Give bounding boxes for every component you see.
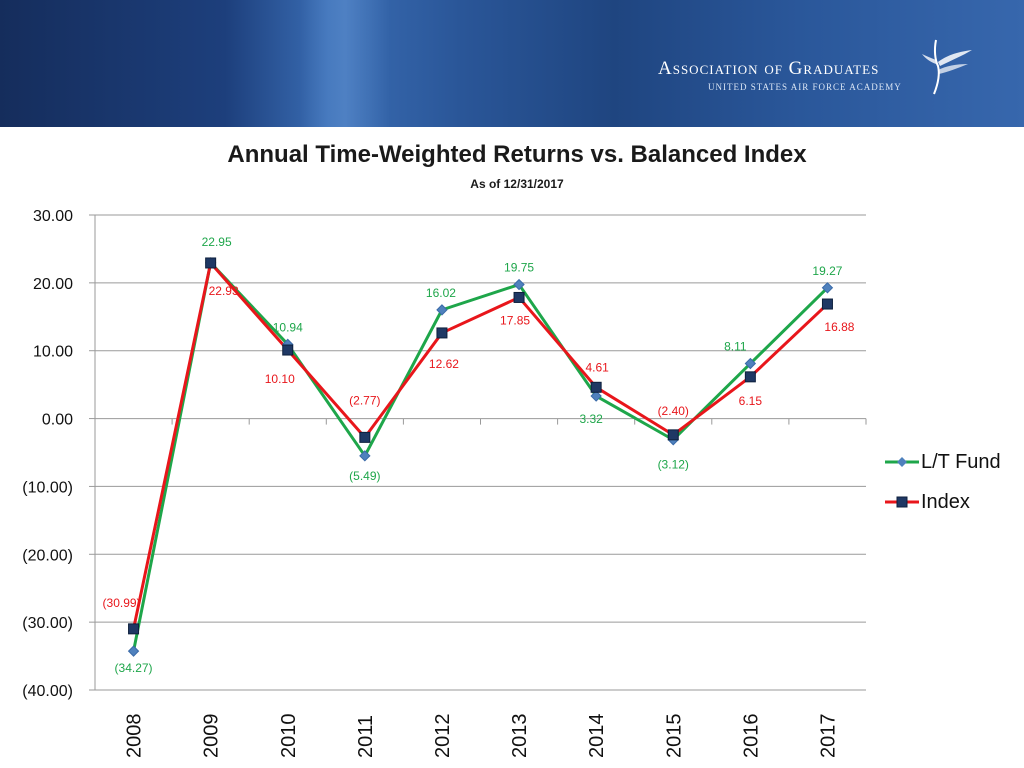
legend-label: L/T Fund — [921, 451, 1001, 473]
y-tick-label: (40.00) — [22, 683, 73, 700]
data-point-square — [590, 381, 602, 393]
legend-swatch — [885, 496, 919, 508]
data-point-diamond — [513, 278, 525, 291]
data-label: (2.77) — [349, 393, 380, 407]
data-label: 16.88 — [824, 320, 854, 334]
data-point-square — [513, 291, 525, 303]
x-tick-label: 2015 — [663, 714, 685, 759]
data-point-diamond — [744, 357, 757, 370]
chart-legend: L/T Fund Index — [885, 449, 1001, 529]
data-point-diamond — [359, 450, 371, 462]
data-label: 3.32 — [579, 412, 603, 426]
y-tick-label: 30.00 — [33, 208, 73, 225]
data-point-square — [436, 327, 448, 339]
data-point-square — [667, 429, 679, 441]
data-point-square — [359, 431, 371, 443]
data-label: 10.10 — [265, 372, 295, 386]
data-point-square — [282, 344, 294, 356]
x-tick-label: 2008 — [124, 714, 146, 759]
data-label: (2.40) — [658, 404, 689, 418]
data-point-diamond — [127, 645, 140, 657]
legend-square-marker — [896, 496, 908, 508]
data-point-diamond — [436, 304, 448, 316]
data-label: 4.61 — [585, 360, 609, 374]
falcon-logo-icon — [922, 39, 972, 95]
y-tick-label: 0.00 — [42, 412, 73, 429]
y-tick-label: (30.00) — [22, 615, 73, 632]
x-tick-label: 2013 — [509, 714, 531, 759]
data-label: (5.49) — [349, 469, 380, 483]
data-label: (3.12) — [658, 458, 689, 472]
data-label: 8.11 — [724, 340, 747, 354]
data-label: (34.27) — [115, 661, 153, 675]
chart-subtitle: As of 12/31/2017 — [470, 177, 564, 191]
y-tick-label: 10.00 — [33, 344, 73, 361]
legend-label: Index — [921, 491, 970, 513]
data-label: 10.94 — [273, 320, 303, 334]
data-label: (30.99) — [103, 596, 141, 610]
x-tick-label: 2011 — [355, 715, 377, 758]
data-point-square — [744, 371, 756, 383]
data-label: 22.95 — [202, 235, 232, 249]
chart-title: Annual Time-Weighted Returns vs. Balance… — [227, 141, 807, 168]
org-name: Association of Graduates — [658, 58, 880, 79]
legend-swatch — [885, 457, 919, 467]
data-label: 17.85 — [500, 313, 530, 327]
legend-diamond-marker — [897, 457, 907, 467]
x-tick-label: 2010 — [278, 714, 300, 759]
data-label: 19.27 — [812, 264, 842, 278]
data-label: 6.15 — [739, 394, 763, 408]
y-tick-label: 20.00 — [33, 276, 73, 293]
data-point-diamond — [590, 390, 602, 402]
x-tick-label: 2014 — [586, 714, 608, 759]
data-point-diamond — [821, 282, 834, 294]
x-tick-label: 2012 — [432, 714, 454, 759]
x-tick-label: 2017 — [817, 714, 839, 759]
header-banner: Association of Graduates UNITED STATES A… — [0, 0, 1024, 127]
data-point-square — [821, 298, 833, 310]
x-tick-label: 2009 — [201, 714, 223, 759]
series-line — [132, 261, 829, 630]
data-label: 12.62 — [429, 357, 459, 371]
data-point-square — [205, 257, 217, 269]
legend-item: Index — [885, 489, 1001, 529]
data-label: 19.75 — [504, 261, 534, 275]
banner-highlight — [300, 0, 390, 127]
org-subtitle: UNITED STATES AIR FORCE ACADEMY — [708, 82, 902, 92]
y-tick-label: (10.00) — [22, 479, 73, 496]
data-label: 16.02 — [426, 286, 456, 300]
x-tick-label: 2016 — [740, 714, 762, 759]
data-label: 22.93 — [209, 284, 239, 298]
legend-item: L/T Fund — [885, 449, 1001, 489]
data-point-square — [128, 623, 140, 635]
series-line — [132, 261, 829, 652]
y-tick-label: (20.00) — [22, 547, 73, 564]
